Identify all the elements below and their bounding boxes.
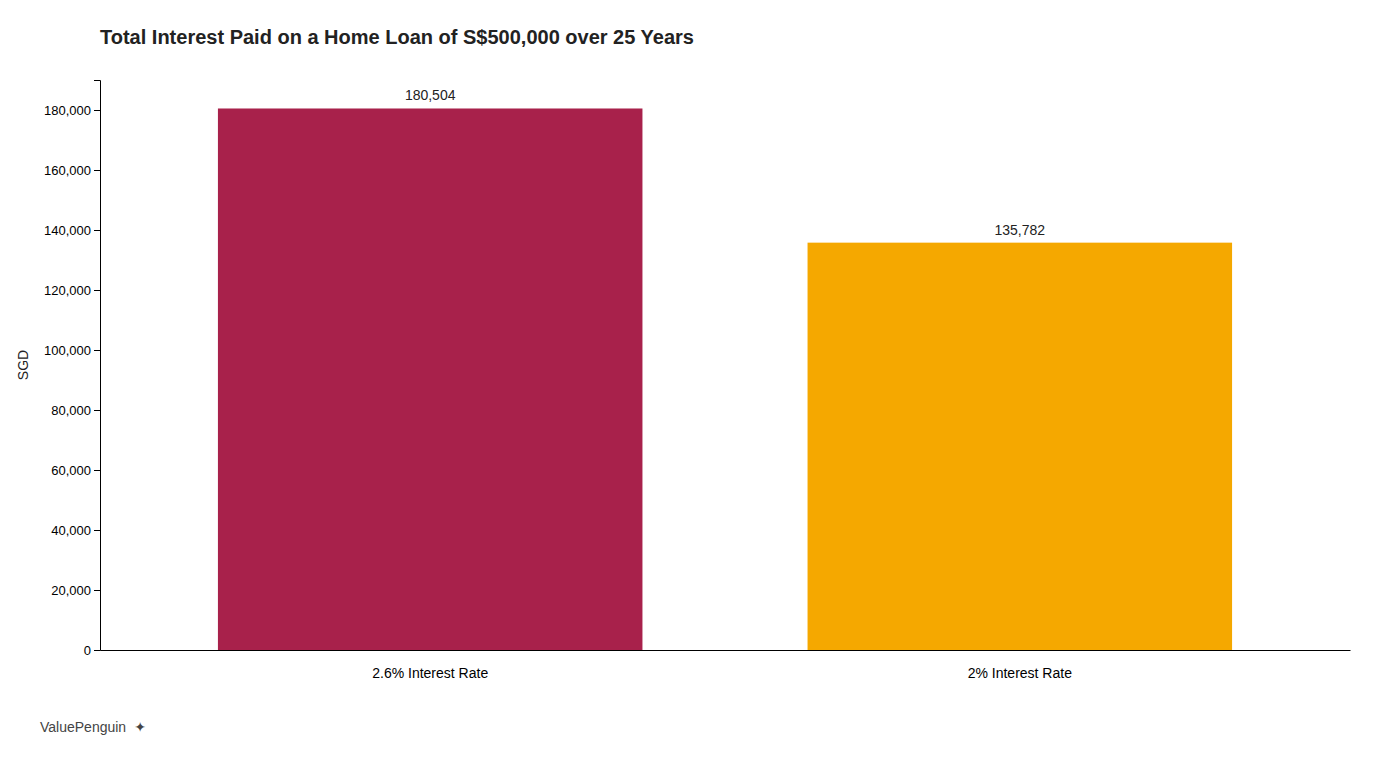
data-label: 180,504 xyxy=(405,87,456,103)
x-tick: 2.6% Interest Rate xyxy=(372,665,488,681)
y-axis: 0 20,000 40,000 60,000 80,000 100,000 120,000 1… xyxy=(44,81,101,658)
y-axis-label: SGD xyxy=(15,350,31,380)
bar xyxy=(218,108,643,650)
y-tick-label: 120,000 xyxy=(44,283,91,298)
y-tick-mark xyxy=(94,530,100,531)
y-tick-mark xyxy=(94,290,100,291)
y-tick: 100,000 xyxy=(44,343,100,358)
y-tick-label: 160,000 xyxy=(44,163,91,178)
bar xyxy=(808,243,1233,650)
y-tick-label: 40,000 xyxy=(51,523,91,538)
y-tick-label: 20,000 xyxy=(51,583,91,598)
y-tick-label: 80,000 xyxy=(51,403,91,418)
y-tick-mark xyxy=(94,230,100,231)
bars xyxy=(218,108,1232,650)
x-tick-label: 2.6% Interest Rate xyxy=(372,665,488,681)
y-tick: 0 xyxy=(84,643,100,658)
y-tick-label: 0 xyxy=(84,643,91,658)
y-tick-mark xyxy=(94,590,100,591)
annotation: ValuePenguin xyxy=(40,719,126,735)
data-labels: 180,504 135,782 xyxy=(405,87,1045,237)
y-tick: 120,000 xyxy=(44,283,100,298)
y-tick: 40,000 xyxy=(51,523,100,538)
x-tick-label: 2% Interest Rate xyxy=(968,665,1072,681)
x-tick: 2% Interest Rate xyxy=(968,665,1072,681)
y-tick-label: 60,000 xyxy=(51,463,91,478)
title: Total Interest Paid on a Home Loan of S$… xyxy=(100,26,694,48)
x-axis: 2.6% Interest Rate 2% Interest Rate xyxy=(101,651,1351,681)
plot: 0 20,000 40,000 60,000 80,000 100,000 120,000 1… xyxy=(15,81,1351,681)
y-tick: 160,000 xyxy=(44,163,100,178)
y-axis-line xyxy=(94,81,101,651)
y-tick: 80,000 xyxy=(51,403,100,418)
y-tick-label: 140,000 xyxy=(44,223,91,238)
data-label: 135,782 xyxy=(995,222,1046,238)
y-tick: 140,000 xyxy=(44,223,100,238)
y-tick-mark xyxy=(94,170,100,171)
y-tick-mark xyxy=(94,410,100,411)
y-tick-mark xyxy=(94,350,100,351)
chart: Total Interest Paid on a Home Loan of S$… xyxy=(0,0,1400,760)
y-tick-label: 180,000 xyxy=(44,103,91,118)
x-axis-line xyxy=(101,650,1351,651)
y-tick-mark xyxy=(94,650,100,651)
y-tick-label: 100,000 xyxy=(44,343,91,358)
y-tick-mark xyxy=(94,110,100,111)
y-tick: 180,000 xyxy=(44,103,100,118)
y-tick: 60,000 xyxy=(51,463,100,478)
y-tick: 20,000 xyxy=(51,583,100,598)
y-tick-mark xyxy=(94,470,100,471)
annotation: ✦ xyxy=(134,719,146,735)
